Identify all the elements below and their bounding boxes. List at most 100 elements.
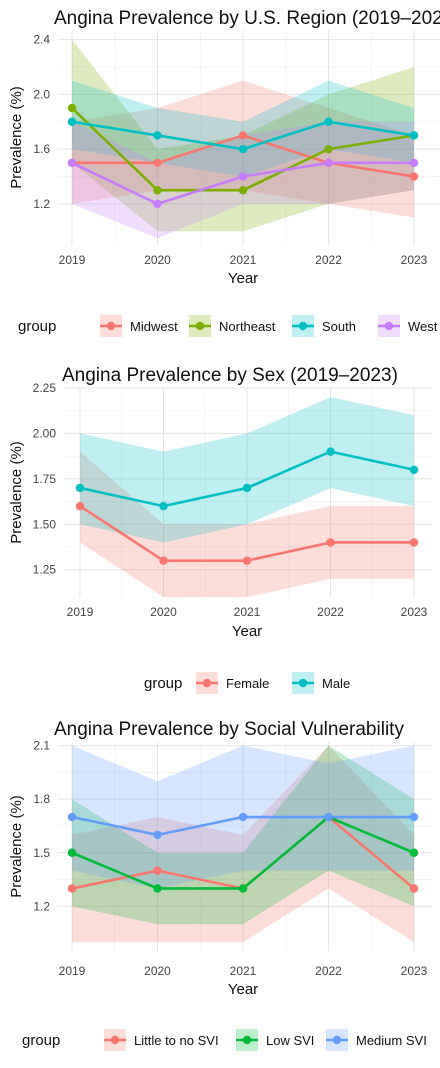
data-point-male [159,501,168,511]
chart-title: Angina Prevalence by Social Vulnerabilit… [54,719,404,740]
legend-label: Female [226,676,269,691]
legend: group Female Male [144,672,350,694]
data-point-little-to-no-svi [409,884,419,893]
x-tick-label: 2019 [59,964,86,978]
data-point-medium-svi [67,812,77,822]
x-tick-label: 2021 [234,605,261,619]
data-point-west [409,158,419,168]
data-point-midwest [409,172,419,181]
data-point-northeast [238,186,248,195]
y-axis-title: Prevalence (%) [8,441,25,544]
data-point-medium-svi [324,812,333,822]
x-axis-title: Year [228,981,258,998]
legend-key-point [195,321,205,331]
data-point-female [75,501,85,511]
x-tick-label: 2019 [59,253,86,267]
data-point-little-to-no-svi [67,884,77,893]
legend-label: Northeast [219,319,276,334]
legend-item-medium-svi: Medium SVI [326,1029,427,1051]
data-point-male [409,465,419,474]
legend-item-northeast: Northeast [189,315,276,337]
x-tick-label: 2021 [230,964,257,978]
data-point-west [238,172,248,181]
data-point-low-svi [409,848,419,857]
y-tick-label: 1.2 [33,899,50,913]
data-point-south [67,117,77,126]
legend-item-midwest: Midwest [100,315,178,337]
data-point-midwest [238,131,248,140]
data-point-female [242,556,252,565]
y-tick-label: 1.8 [33,792,50,806]
chart-title: Angina Prevalence by Sex (2019–2023) [62,365,398,386]
y-tick-label: 2.4 [33,33,50,47]
legend-item-west: West [378,315,438,337]
data-point-west [153,199,162,209]
x-tick-label: 2022 [317,605,344,619]
y-tick-label: 2.25 [33,381,57,395]
x-tick-label: 2019 [67,605,94,619]
data-point-low-svi [153,884,162,893]
x-tick-label: 2020 [144,253,171,267]
data-point-west [67,158,77,168]
legend: group Little to no SVI Low SVI Medium SVI [22,1029,427,1051]
data-point-medium-svi [238,812,248,822]
legend-key-point [106,321,116,331]
legend-label: Male [322,676,350,691]
data-point-little-to-no-svi [153,866,162,875]
data-point-northeast [67,103,77,113]
data-point-female [409,538,419,547]
legend-key-point [202,678,212,688]
x-axis-title: Year [232,623,262,640]
legend-key-point [384,321,394,331]
data-point-medium-svi [409,812,419,822]
data-point-male [75,483,85,493]
legend-item-male: Male [292,672,350,694]
legend-title: group [18,318,56,335]
data-point-male [242,483,252,493]
y-tick-label: 1.5 [33,846,50,860]
x-tick-label: 2023 [401,253,428,267]
legend-label: Medium SVI [356,1033,427,1048]
data-point-female [326,538,335,547]
x-tick-label: 2023 [401,605,428,619]
legend-title: group [22,1032,60,1049]
chart-title: Angina Prevalence by U.S. Region (2019–2… [54,8,440,29]
data-point-south [324,117,333,126]
legend-item-low-svi: Low SVI [236,1029,314,1051]
ribbon-south [72,80,414,177]
legend-label: Low SVI [266,1033,314,1048]
x-tick-label: 2023 [401,964,428,978]
chart-panel-1: Angina Prevalence by U.S. Region (2019–2… [8,8,440,337]
legend-key-point [298,321,308,331]
x-tick-label: 2020 [144,964,171,978]
y-tick-label: 1.6 [33,142,50,156]
ribbon-little-to-no-svi [72,745,414,943]
legend-title: group [144,675,182,692]
y-tick-label: 1.2 [33,197,50,211]
x-tick-label: 2022 [315,253,342,267]
x-tick-label: 2022 [315,964,342,978]
ribbon-low-svi [72,745,414,925]
data-point-northeast [153,186,162,195]
chart-panel-2: Angina Prevalence by Sex (2019–2023) 1.25… [8,365,432,694]
legend-item-little-to-no-svi: Little to no SVI [104,1029,219,1051]
data-point-low-svi [67,848,77,857]
data-point-male [326,447,335,456]
data-point-medium-svi [153,830,162,840]
x-axis-title: Year [228,270,258,287]
legend-key-point [298,678,308,688]
legend-label: Little to no SVI [134,1033,219,1048]
legend-key-point [110,1035,120,1045]
data-point-south [409,131,419,140]
y-tick-label: 2.1 [33,739,50,753]
chart-panel-3: Angina Prevalence by Social Vulnerabilit… [8,719,432,1051]
y-axis-title: Prevalence (%) [8,795,25,898]
legend-key-point [332,1035,342,1045]
data-point-low-svi [238,884,248,893]
y-tick-label: 2.00 [33,426,57,440]
legend-label: Midwest [130,319,178,334]
legend-item-female: Female [196,672,269,694]
data-point-west [324,158,333,168]
y-tick-label: 1.50 [33,517,57,531]
